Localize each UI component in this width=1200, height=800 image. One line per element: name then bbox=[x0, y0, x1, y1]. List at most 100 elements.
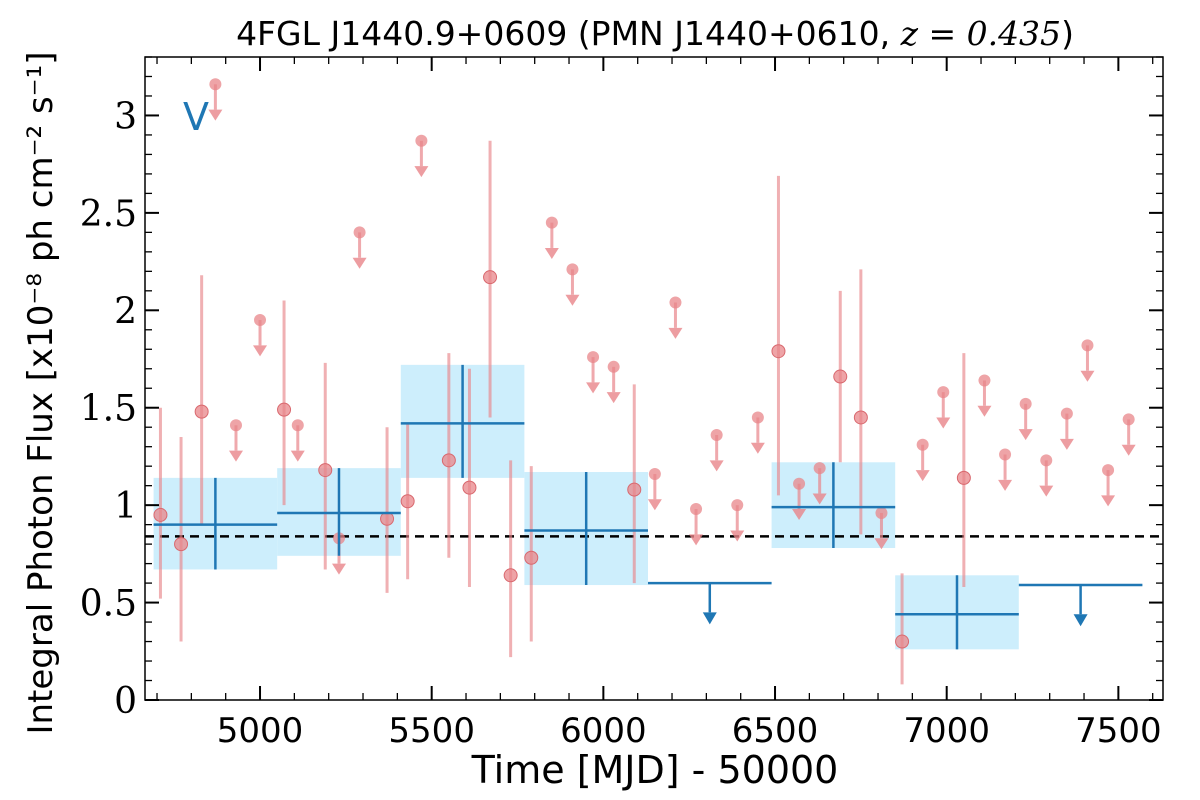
short-bin-point bbox=[462, 480, 477, 495]
short-bin-detection bbox=[318, 362, 333, 570]
short-bin-upper-limit bbox=[544, 216, 559, 259]
short-bin-limit-arrow bbox=[977, 405, 992, 417]
short-bin-limit-arrow bbox=[792, 509, 807, 521]
short-bin-upper-limit bbox=[228, 419, 243, 462]
short-bin-detection bbox=[833, 290, 848, 463]
short-bin-limit-arrow bbox=[998, 479, 1013, 491]
long-bin-detection bbox=[400, 364, 525, 478]
short-bin-upper-limit bbox=[1101, 464, 1116, 507]
short-bin-limit-arrow bbox=[565, 294, 580, 306]
x-tick-label: 7000 bbox=[903, 711, 990, 751]
short-bin-limit-point bbox=[1102, 464, 1115, 477]
short-bin-point bbox=[380, 511, 395, 526]
short-bin-point bbox=[194, 404, 209, 419]
axes-layer: 5000 5500 6000 6500 7000 7500 0 0.5 1 1.5 2 2.5 3 bbox=[80, 56, 1164, 751]
short-bin-detection bbox=[483, 140, 498, 418]
plot-frame bbox=[144, 56, 1164, 701]
short-bin-limit-arrow bbox=[414, 166, 429, 178]
y-axis-label: Integral Photon Flux [x10⁻⁸ ph cm⁻² s⁻¹] bbox=[21, 51, 61, 734]
short-bin-point bbox=[174, 537, 189, 552]
y-tick-label: 1 bbox=[114, 486, 137, 527]
short-bin-upper-limit bbox=[606, 360, 621, 404]
short-bin-upper-limit bbox=[936, 386, 951, 429]
short-bin-limit-point bbox=[875, 506, 888, 519]
long-bin-detection bbox=[895, 575, 1019, 650]
short-bin-limit-point bbox=[1081, 339, 1094, 352]
y-tick-label: 3 bbox=[114, 96, 137, 137]
short-bin-upper-limit bbox=[1121, 413, 1136, 456]
short-bin-upper-limit bbox=[208, 78, 223, 121]
short-bin-limit-point bbox=[937, 386, 950, 399]
x-tick-label: 6500 bbox=[732, 711, 819, 751]
short-bin-limit-arrow bbox=[874, 538, 889, 550]
short-bin-limit-point bbox=[415, 134, 428, 147]
short-bin-upper-limit bbox=[1018, 397, 1033, 441]
short-bin-upper-limit bbox=[565, 263, 580, 306]
short-bin-point bbox=[400, 494, 415, 509]
short-bin-limit-arrow bbox=[208, 109, 223, 121]
short-bin-detection bbox=[627, 384, 642, 584]
short-bin-point bbox=[853, 410, 868, 425]
short-bin-limit-point bbox=[731, 499, 744, 512]
short-bin-upper-limit bbox=[253, 314, 268, 357]
short-bin-limit-arrow bbox=[709, 460, 724, 472]
short-bin-detection bbox=[194, 275, 209, 525]
x-tick-label: 7500 bbox=[1075, 711, 1162, 751]
short-bin-detection bbox=[462, 368, 477, 587]
short-bin-limit-arrow bbox=[228, 450, 243, 462]
short-bin-limit-point bbox=[1060, 407, 1073, 420]
short-bin-limit-arrow bbox=[915, 470, 930, 482]
short-bin-detection bbox=[277, 300, 292, 506]
short-bin-upper-limit bbox=[1080, 339, 1095, 382]
short-bin-limit-point bbox=[209, 78, 222, 91]
long-bin-detection bbox=[771, 462, 896, 549]
short-bin-upper-limit bbox=[874, 506, 889, 550]
short-bin-point bbox=[627, 482, 642, 497]
y-tick-label: 2.5 bbox=[80, 194, 137, 235]
long-bin-detection bbox=[153, 477, 278, 570]
short-bin-limit-arrow bbox=[290, 450, 305, 462]
panel-label: V bbox=[183, 95, 209, 139]
y-tick-label: 2 bbox=[114, 291, 137, 332]
short-bin-detection bbox=[441, 353, 456, 558]
short-bin-limit-arrow bbox=[586, 382, 601, 394]
long-bin-limit-arrow bbox=[702, 612, 717, 625]
short-bin-limit-point bbox=[353, 226, 366, 239]
short-bin-limit-arrow bbox=[668, 327, 683, 339]
short-bin-limit-point bbox=[710, 429, 723, 442]
x-tick-label: 5000 bbox=[217, 711, 304, 751]
short-bin-limit-point bbox=[669, 296, 682, 309]
short-bin-point bbox=[503, 568, 518, 583]
short-bin-point bbox=[956, 470, 971, 485]
y-tick-label: 0 bbox=[114, 681, 137, 722]
short-bin-limit-point bbox=[1122, 413, 1135, 426]
short-bin-detection bbox=[956, 353, 971, 587]
short-bin-limit-arrow bbox=[253, 345, 268, 357]
short-bin-point bbox=[441, 453, 456, 468]
short-bin-upper-limit bbox=[977, 374, 992, 417]
y-tick-label: 0.5 bbox=[80, 584, 137, 625]
short-bin-upper-limit bbox=[812, 462, 827, 505]
long-bin-detection bbox=[277, 468, 401, 556]
short-bin-upper-limit bbox=[352, 226, 367, 269]
short-bin-point bbox=[277, 402, 292, 417]
short-bin-limit-point bbox=[254, 314, 267, 327]
short-bin-limit-point bbox=[229, 419, 242, 432]
short-bin-limit-point bbox=[587, 351, 600, 364]
short-bin-limit-arrow bbox=[647, 499, 662, 511]
short-bin-limit-point bbox=[751, 411, 764, 424]
long-bin-detection bbox=[524, 472, 648, 586]
short-bin-limit-point bbox=[978, 374, 991, 387]
short-bin-limit-arrow bbox=[1101, 495, 1116, 507]
short-bin-detection bbox=[153, 407, 168, 599]
short-bin-limit-point bbox=[648, 467, 661, 480]
short-bin-limit-point bbox=[793, 477, 806, 490]
chart-title: 4FGL J1440.9+0609 (PMN J1440+0610, z = 0… bbox=[236, 14, 1074, 53]
short-bin-limit-point bbox=[1019, 397, 1032, 410]
short-bin-upper-limit bbox=[915, 438, 930, 482]
short-bin-detection bbox=[853, 269, 868, 535]
short-bin-point bbox=[153, 507, 168, 522]
long-bin-upper-limit bbox=[647, 581, 772, 625]
short-bin-detection bbox=[400, 423, 415, 580]
